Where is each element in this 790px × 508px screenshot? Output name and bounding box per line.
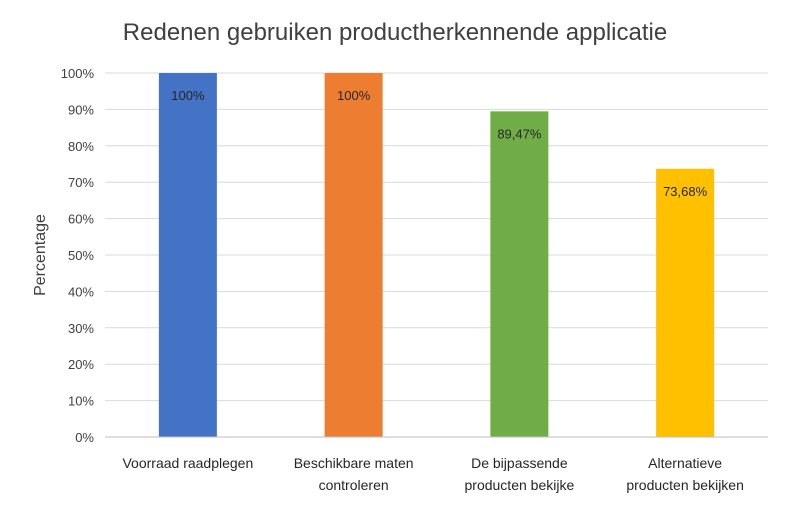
y-tick-label: 20% xyxy=(68,357,94,372)
y-tick-label: 40% xyxy=(68,284,94,299)
bar xyxy=(490,111,549,438)
data-labels: 100% 100% 89,47% 73,68% xyxy=(171,88,707,199)
y-tick-label: 70% xyxy=(68,175,94,190)
bar-value-label: 89,47% xyxy=(497,126,542,141)
y-axis-label: Percentage xyxy=(32,214,49,296)
y-tick-label: 50% xyxy=(68,248,94,263)
x-category-label: producten bekijke xyxy=(465,477,575,493)
x-category-label: controleren xyxy=(319,477,389,493)
bars xyxy=(158,73,715,438)
x-category-label: Alternatieve xyxy=(648,455,722,471)
bar-value-label: 73,68% xyxy=(663,184,708,199)
x-category-label: producten bekijken xyxy=(626,477,744,493)
y-tick-label: 0% xyxy=(75,430,94,445)
bar-value-label: 100% xyxy=(337,88,371,103)
y-tick-label: 30% xyxy=(68,321,94,336)
x-category-label: Voorraad raadplegen xyxy=(122,455,253,471)
y-axis-ticks: 0% 10% 20% 30% 40% 50% 60% 70% 80% 90% 100% xyxy=(61,66,95,445)
y-tick-label: 100% xyxy=(61,66,95,81)
bar-value-label: 100% xyxy=(171,88,205,103)
chart-title: Redenen gebruiken productherkennende app… xyxy=(123,19,667,46)
bar xyxy=(324,73,383,437)
y-tick-label: 90% xyxy=(68,102,94,117)
x-axis-categories: Voorraad raadplegen Beschikbare maten cont… xyxy=(122,455,743,493)
x-category-label: Beschikbare maten xyxy=(294,455,414,471)
x-category-label: De bijpassende xyxy=(471,455,568,471)
y-tick-label: 10% xyxy=(68,394,94,409)
bar xyxy=(158,73,217,437)
y-tick-label: 60% xyxy=(68,212,94,227)
bar xyxy=(656,168,715,437)
y-tick-label: 80% xyxy=(68,139,94,154)
